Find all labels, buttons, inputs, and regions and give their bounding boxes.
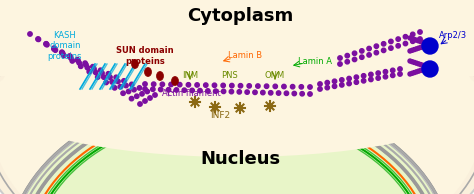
Circle shape <box>408 59 412 63</box>
Circle shape <box>382 42 386 46</box>
Circle shape <box>36 37 41 42</box>
Text: INF2: INF2 <box>210 112 230 120</box>
Circle shape <box>422 38 438 54</box>
Circle shape <box>403 41 408 46</box>
Circle shape <box>412 48 416 52</box>
Ellipse shape <box>172 76 179 86</box>
Circle shape <box>318 82 322 86</box>
Circle shape <box>362 74 366 78</box>
Circle shape <box>418 37 422 41</box>
Text: INM: INM <box>182 72 198 81</box>
Circle shape <box>374 50 379 55</box>
Circle shape <box>410 32 415 36</box>
Circle shape <box>52 46 56 50</box>
Circle shape <box>338 56 342 60</box>
Text: Actin filament: Actin filament <box>162 89 221 99</box>
Circle shape <box>83 61 87 65</box>
Circle shape <box>152 82 156 86</box>
Circle shape <box>28 32 32 36</box>
Text: Nucleus: Nucleus <box>200 150 280 168</box>
Circle shape <box>417 39 420 43</box>
Circle shape <box>69 56 73 60</box>
Circle shape <box>362 79 366 83</box>
Circle shape <box>414 47 419 51</box>
Circle shape <box>410 71 414 75</box>
Circle shape <box>53 48 57 52</box>
Circle shape <box>318 87 322 91</box>
Circle shape <box>422 61 438 77</box>
Circle shape <box>178 82 182 87</box>
Circle shape <box>110 80 114 84</box>
Circle shape <box>245 90 249 94</box>
Circle shape <box>396 37 401 41</box>
Circle shape <box>382 48 386 53</box>
Circle shape <box>221 89 226 94</box>
Circle shape <box>79 64 83 68</box>
Circle shape <box>352 57 357 62</box>
Circle shape <box>291 84 295 89</box>
Circle shape <box>352 51 357 55</box>
Circle shape <box>132 87 136 92</box>
Circle shape <box>77 61 82 65</box>
Circle shape <box>87 69 91 74</box>
Circle shape <box>182 88 186 92</box>
Circle shape <box>75 57 80 62</box>
Circle shape <box>325 81 329 85</box>
Circle shape <box>408 49 412 53</box>
Circle shape <box>206 89 210 93</box>
Circle shape <box>61 51 65 55</box>
Circle shape <box>423 41 427 45</box>
Text: PNS: PNS <box>222 72 238 81</box>
Circle shape <box>44 42 48 46</box>
Circle shape <box>419 68 423 72</box>
Circle shape <box>116 79 120 84</box>
Circle shape <box>369 72 373 77</box>
Circle shape <box>108 75 112 79</box>
Circle shape <box>423 64 427 68</box>
Circle shape <box>52 46 57 51</box>
Circle shape <box>308 92 312 96</box>
Circle shape <box>95 75 100 79</box>
Circle shape <box>300 92 304 96</box>
Circle shape <box>237 90 241 94</box>
Circle shape <box>204 83 208 87</box>
Circle shape <box>308 85 312 89</box>
Circle shape <box>253 90 257 94</box>
Circle shape <box>276 91 281 95</box>
Ellipse shape <box>131 60 138 68</box>
Circle shape <box>421 68 425 72</box>
Circle shape <box>414 38 419 42</box>
Circle shape <box>292 91 296 96</box>
Circle shape <box>70 59 74 63</box>
Circle shape <box>376 76 380 80</box>
Circle shape <box>76 58 80 63</box>
Circle shape <box>398 72 402 76</box>
Circle shape <box>419 63 423 67</box>
Circle shape <box>124 83 128 88</box>
Circle shape <box>345 53 349 58</box>
Circle shape <box>347 76 351 81</box>
Circle shape <box>376 71 380 75</box>
Circle shape <box>148 96 152 100</box>
Circle shape <box>129 82 134 87</box>
Circle shape <box>421 63 425 67</box>
Circle shape <box>100 71 104 75</box>
Circle shape <box>52 47 56 51</box>
Circle shape <box>338 62 342 66</box>
Circle shape <box>91 64 95 69</box>
Circle shape <box>389 39 393 44</box>
Bar <box>0 0 474 76</box>
Circle shape <box>213 89 218 93</box>
Text: Cytoplasm: Cytoplasm <box>187 7 293 25</box>
Circle shape <box>143 82 147 86</box>
Ellipse shape <box>145 68 152 76</box>
Ellipse shape <box>10 94 450 194</box>
Circle shape <box>332 84 337 88</box>
Circle shape <box>282 84 286 89</box>
Circle shape <box>396 44 401 48</box>
Circle shape <box>143 87 147 91</box>
Circle shape <box>160 82 164 87</box>
Circle shape <box>383 69 388 74</box>
